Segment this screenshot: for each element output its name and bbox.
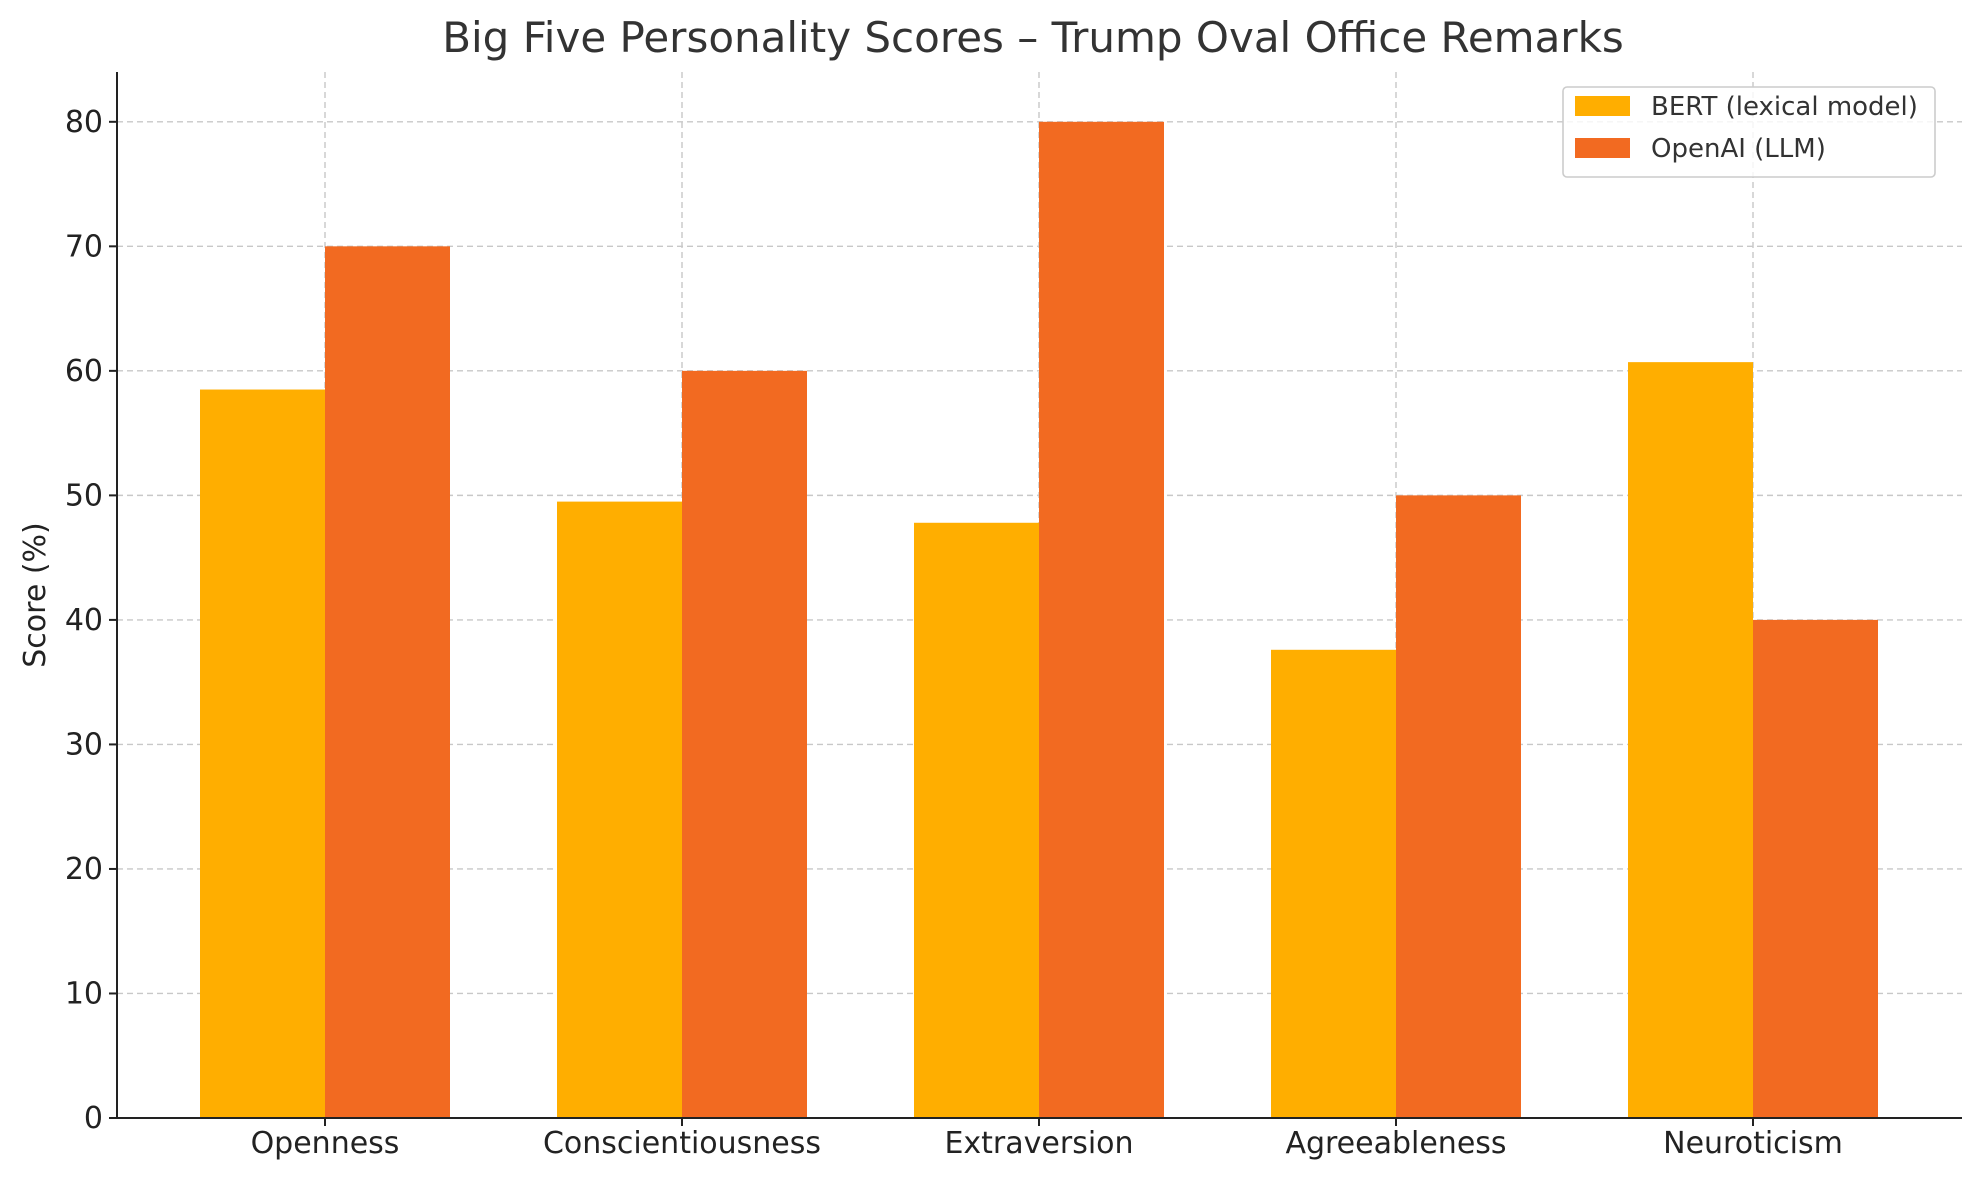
bar-bert bbox=[1271, 649, 1396, 1118]
ticks-layer: 0 10 20 30 40 50 60 70 80 Openness Conscientiousne… bbox=[65, 105, 1843, 1161]
bar-openai bbox=[1396, 495, 1521, 1118]
legend-swatch-bert bbox=[1575, 96, 1630, 116]
y-tick-label: 80 bbox=[65, 105, 103, 140]
y-tick-label: 20 bbox=[65, 852, 103, 887]
bar-bert bbox=[1628, 362, 1753, 1118]
x-tick-label: Openness bbox=[251, 1126, 400, 1161]
legend-swatch-openai bbox=[1575, 138, 1630, 158]
x-tick-label: Agreeableness bbox=[1285, 1126, 1506, 1161]
y-tick-label: 10 bbox=[65, 976, 103, 1011]
bar-bert bbox=[914, 522, 1039, 1118]
y-tick-label: 0 bbox=[84, 1101, 103, 1136]
legend: BERT (lexical model) OpenAI (LLM) bbox=[1562, 86, 1936, 178]
x-tick-label: Neuroticism bbox=[1663, 1126, 1843, 1161]
chart-title: Big Five Personality Scores – Trump Oval… bbox=[442, 13, 1624, 62]
bar-bert bbox=[557, 501, 682, 1118]
bar-openai bbox=[325, 246, 450, 1119]
x-tick-label: Extraversion bbox=[944, 1126, 1133, 1161]
bars-layer bbox=[200, 121, 1878, 1119]
legend-label-bert: BERT (lexical model) bbox=[1651, 92, 1918, 122]
x-tick-label: Conscientiousness bbox=[543, 1126, 821, 1161]
bar-openai bbox=[1753, 619, 1878, 1118]
y-tick-label: 70 bbox=[65, 229, 103, 264]
legend-label-openai: OpenAI (LLM) bbox=[1651, 134, 1826, 164]
y-axis-label: Score (%) bbox=[18, 522, 53, 667]
bar-openai bbox=[682, 370, 807, 1118]
y-tick-label: 30 bbox=[65, 727, 103, 762]
y-tick-label: 40 bbox=[65, 603, 103, 638]
legend-items: BERT (lexical model) OpenAI (LLM) bbox=[1575, 92, 1918, 164]
bar-openai bbox=[1039, 121, 1164, 1119]
bar-bert bbox=[200, 389, 325, 1118]
y-tick-label: 50 bbox=[65, 478, 103, 513]
y-tick-label: 60 bbox=[65, 354, 103, 389]
legend-box bbox=[1562, 86, 1936, 178]
